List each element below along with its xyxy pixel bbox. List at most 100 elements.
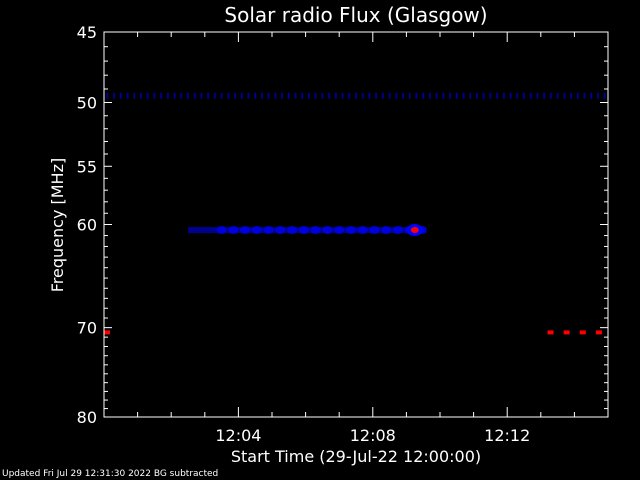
emission-mark (449, 92, 452, 99)
emission-mark (576, 92, 579, 99)
x-axis: 12:04 12:08 12:12 (137, 32, 575, 445)
emission-mark (422, 92, 425, 99)
emission-mark (307, 92, 310, 99)
x-axis-label: Start Time (29-Jul-22 12:00:00) (231, 447, 481, 466)
emission-mark (482, 92, 485, 99)
emission-mark (442, 92, 445, 99)
emission-mark (200, 92, 203, 99)
chart-title: Solar radio Flux (Glasgow) (224, 3, 487, 27)
x-tick-label: 12:04 (215, 426, 261, 445)
emission-mark (321, 92, 324, 99)
emission-mark (590, 92, 593, 99)
emission-mark (570, 92, 573, 99)
y-tick-label: 55 (77, 157, 97, 176)
emission-mark (395, 92, 398, 99)
emission-blob (334, 226, 345, 235)
interference-mark (104, 330, 110, 335)
emission-mark (314, 92, 317, 99)
emission-mark (193, 92, 196, 99)
emission-mark (368, 92, 371, 99)
emission-mark (240, 92, 243, 99)
emission-mark (435, 92, 438, 99)
emission-mark (496, 92, 499, 99)
x-tick-label: 12:08 (350, 426, 396, 445)
interference-mark (595, 330, 602, 335)
emission-mark (563, 92, 566, 99)
emission-blob (228, 226, 239, 235)
emission-mark (274, 92, 277, 99)
emission-mark (328, 92, 331, 99)
emission-mark (267, 92, 270, 99)
emission-mark (469, 92, 472, 99)
emission-mark (220, 92, 223, 99)
emission-blob (275, 226, 286, 235)
emission-mark (133, 92, 136, 99)
emission-blob (251, 226, 262, 235)
y-axis: 45 50 55 60 70 80 (77, 23, 608, 427)
y-tick-label: 50 (77, 94, 97, 113)
y-tick-label: 70 (77, 319, 97, 338)
emission-mark (173, 92, 176, 99)
emission-mark (113, 92, 116, 99)
emission-mark (247, 92, 250, 99)
emission-blob (345, 226, 356, 235)
emission-mark (227, 92, 230, 99)
emission-blob (298, 226, 309, 235)
emission-mark (213, 92, 216, 99)
y-tick-label: 60 (77, 216, 97, 235)
emission-mark (415, 92, 418, 99)
emission-mark (523, 92, 525, 99)
emission-mark (153, 92, 156, 99)
emission-blob (216, 226, 227, 235)
interference-mark (547, 330, 554, 335)
emission-blob (263, 226, 274, 235)
emission-mark (428, 92, 431, 99)
emission-mark (146, 92, 149, 99)
emission-mark (281, 92, 284, 99)
footer-status: Updated Fri Jul 29 12:31:30 2022 BG subt… (2, 469, 219, 479)
emission-mark (475, 92, 478, 99)
emission-mark (455, 92, 458, 99)
emission-mark (119, 92, 122, 99)
emission-mark (341, 92, 344, 99)
emission-mark (254, 92, 257, 99)
emission-blob (357, 226, 368, 235)
emission-mark (287, 92, 290, 99)
emission-mark (516, 92, 519, 99)
emission-blob (381, 226, 392, 235)
emission-mark (355, 92, 357, 99)
emission-mark (207, 92, 210, 99)
emission-mark (388, 92, 391, 99)
emission-mark (408, 92, 411, 99)
emission-mark (160, 92, 163, 99)
emission-mark (234, 92, 237, 99)
interference-mark (579, 330, 586, 335)
emission-blob (393, 226, 403, 235)
x-tick-label: 12:12 (484, 426, 530, 445)
emission-mark (334, 92, 337, 99)
emission-mark (348, 92, 351, 99)
emission-mark (381, 92, 384, 99)
emission-blob (240, 226, 251, 235)
emission-mark (106, 92, 109, 99)
emission-mark (139, 92, 142, 99)
emission-mark (260, 92, 263, 99)
emission-blob (287, 226, 298, 235)
burst-peak-mark (410, 227, 419, 234)
emission-mark (556, 92, 559, 99)
emission-mark (294, 92, 297, 99)
y-tick-label: 45 (77, 23, 97, 42)
y-tick-label: 80 (77, 408, 97, 427)
emission-mark (502, 92, 505, 99)
emission-mark (529, 92, 532, 99)
plot-frame (103, 31, 609, 418)
emission-mark (489, 92, 492, 99)
emission-mark (402, 92, 405, 99)
emission-mark (549, 92, 552, 99)
y-axis-label: Frequency [MHz] (48, 158, 67, 292)
emission-mark (462, 92, 465, 99)
emission-mark (375, 92, 378, 99)
emission-mark (361, 92, 364, 99)
emission-mark (301, 92, 304, 99)
emission-blob (310, 226, 321, 235)
